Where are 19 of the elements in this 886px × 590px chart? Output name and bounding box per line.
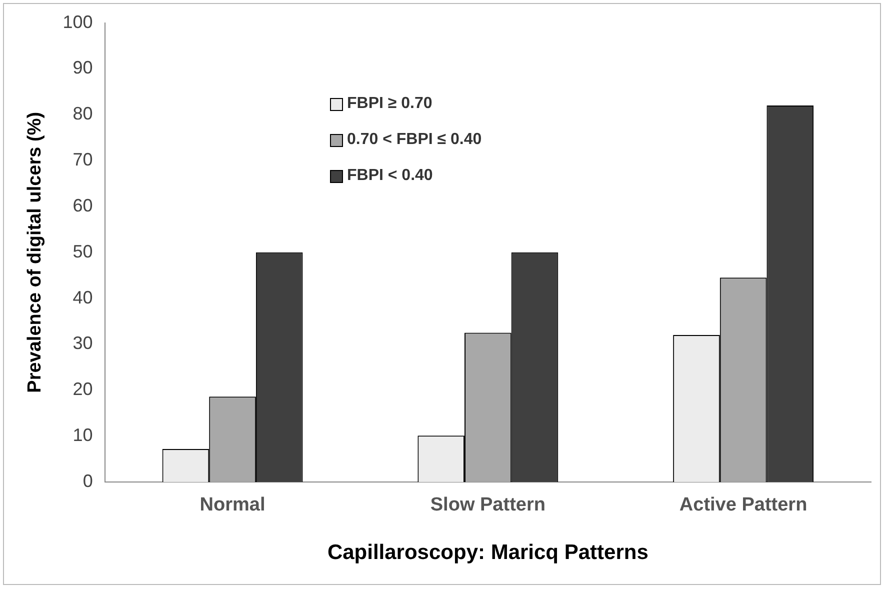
y-tick-label: 30 (72, 333, 93, 354)
y-tick-label: 60 (72, 195, 93, 216)
y-tick-label: 20 (72, 379, 93, 400)
y-tick-label: 40 (72, 287, 93, 308)
x-axis-title: Capillaroscopy: Maricq Patterns (327, 541, 648, 564)
x-tick-label: Active Pattern (679, 494, 808, 516)
legend-label: 0.70 < FBPI ≤ 0.40 (347, 131, 482, 149)
y-tick-label: 90 (72, 58, 93, 78)
legend-label: FBPI ≥ 0.70 (347, 95, 432, 113)
y-axis-title: Prevalence of digital ulcers (%) (24, 112, 46, 393)
y-tick-label: 50 (72, 241, 93, 262)
y-tick-label: 0 (82, 470, 93, 491)
legend-label: FBPI < 0.40 (347, 167, 433, 185)
y-tick-label: 70 (72, 150, 93, 170)
x-tick-label: Slow Pattern (430, 494, 546, 516)
y-tick-label: 10 (72, 425, 93, 446)
y-tick-label: 100 (62, 12, 93, 32)
y-tick-label: 80 (72, 104, 93, 124)
x-tick-label: Normal (200, 494, 266, 516)
